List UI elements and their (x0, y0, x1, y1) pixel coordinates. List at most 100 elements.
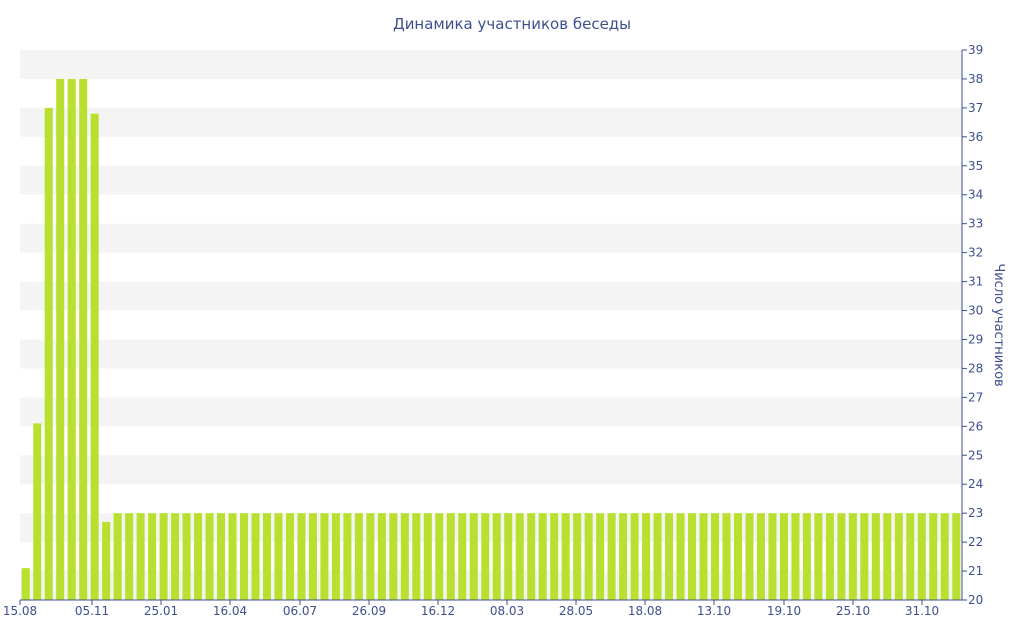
bar (848, 513, 857, 600)
y-tick-label: 32 (968, 246, 983, 260)
bar (768, 513, 777, 600)
bar (469, 513, 478, 600)
bar (366, 513, 375, 600)
grid-band (20, 281, 962, 311)
bar (722, 513, 731, 600)
bar (653, 513, 662, 600)
bar (389, 513, 398, 600)
bar (538, 513, 547, 600)
y-tick-label: 35 (968, 159, 983, 173)
bar (446, 513, 455, 600)
bar (527, 513, 536, 600)
bar (113, 513, 122, 600)
grid-band (20, 339, 962, 369)
bar (504, 513, 513, 600)
bar (412, 513, 421, 600)
bar (607, 513, 616, 600)
x-tick-label: 28.05 (559, 604, 593, 618)
bar (515, 513, 524, 600)
bar (883, 513, 892, 600)
bar (274, 513, 283, 600)
y-tick-label: 28 (968, 361, 983, 375)
grid-band (20, 397, 962, 427)
bar (21, 568, 30, 600)
bar (596, 513, 605, 600)
y-tick-label: 39 (968, 43, 983, 57)
bar (182, 513, 191, 600)
x-tick-label: 08.03 (490, 604, 524, 618)
y-tick-label: 31 (968, 275, 983, 289)
bar (917, 513, 926, 600)
x-axis-ticks: 15.08 05.11 25.01 16.04 06.07 26.09 16.12 08.03… (3, 600, 939, 618)
grid-band (20, 455, 962, 485)
bar (584, 513, 593, 600)
y-tick-label: 37 (968, 101, 983, 115)
y-tick-label: 30 (968, 304, 983, 318)
bar (802, 513, 811, 600)
x-tick-label: 05.11 (75, 604, 109, 618)
bar (331, 513, 340, 600)
y-tick-label: 33 (968, 217, 983, 231)
y-tick-label: 29 (968, 332, 983, 346)
bar (423, 513, 432, 600)
x-tick-label: 25.01 (144, 604, 178, 618)
bar (308, 513, 317, 600)
bar (952, 513, 961, 600)
bar-series (21, 78, 961, 601)
bar (400, 513, 409, 600)
y-tick-label: 26 (968, 419, 983, 433)
bar (906, 513, 915, 600)
bar (940, 513, 949, 600)
y-tick-label: 22 (968, 535, 983, 549)
bar (377, 513, 386, 600)
bar (458, 513, 467, 600)
bar (756, 513, 765, 600)
bar (561, 513, 570, 600)
axes (20, 50, 963, 601)
y-tick-label: 38 (968, 72, 983, 86)
bar (871, 513, 880, 600)
x-tick-label: 19.10 (767, 604, 801, 618)
bar (56, 78, 65, 600)
y-tick-label: 27 (968, 390, 983, 404)
bar (67, 78, 76, 600)
bar (194, 513, 203, 600)
x-tick-label: 06.07 (283, 604, 317, 618)
bar (929, 513, 938, 600)
bar (251, 513, 260, 600)
bar (125, 513, 134, 600)
x-tick-label: 18.08 (628, 604, 662, 618)
bar (481, 513, 490, 600)
bar (699, 513, 708, 600)
bar (619, 513, 628, 600)
x-tick-label: 26.09 (352, 604, 386, 618)
y-tick-label: 25 (968, 448, 983, 462)
x-tick-label: 25.10 (836, 604, 870, 618)
bar (44, 107, 53, 600)
bar (733, 513, 743, 600)
bar (205, 513, 214, 600)
y-tick-label: 23 (968, 506, 983, 520)
y-tick-label: 24 (968, 477, 983, 491)
bar (136, 513, 145, 600)
x-tick-label: 16.04 (213, 604, 247, 618)
x-tick-label: 15.08 (3, 604, 37, 618)
y-tick-label: 36 (968, 130, 983, 144)
bar (745, 513, 754, 600)
bar (642, 513, 651, 600)
x-tick-label: 31.10 (905, 604, 939, 618)
bar (665, 513, 674, 600)
y-axis-label: Число участников (991, 263, 1006, 386)
grid-band (20, 165, 962, 195)
bar (102, 521, 111, 600)
bar (239, 513, 249, 600)
bar (710, 513, 720, 600)
bar (550, 513, 559, 600)
chart-title: Динамика участников беседы (393, 15, 631, 33)
x-tick-label: 13.10 (697, 604, 731, 618)
bar (492, 513, 501, 600)
y-axis-ticks: 20 21 22 23 24 25 26 27 28 29 30 31 32 33 34 35 36 37 38 39 (962, 43, 983, 607)
bar (688, 513, 697, 600)
